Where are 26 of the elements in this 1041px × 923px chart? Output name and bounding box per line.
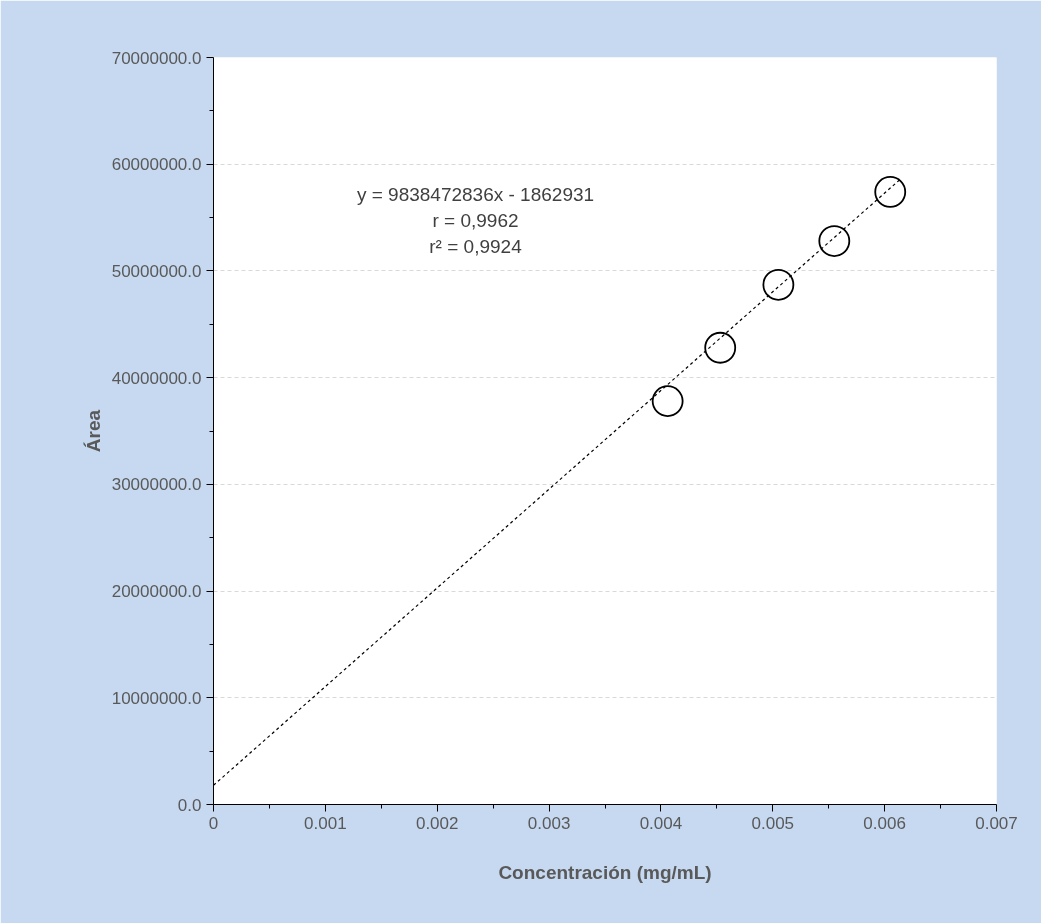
y-axis-title: Área — [82, 409, 104, 453]
x-tick-label: 0.005 — [751, 813, 795, 833]
y-tick-label: 10000000.0 — [111, 688, 202, 708]
x-tick-label: 0 — [208, 813, 219, 833]
x-tick-label: 0.006 — [863, 813, 906, 833]
annotation: r = 0,9962 — [432, 209, 519, 231]
x-tick-label: 0.004 — [639, 813, 683, 833]
x-axis-title: Concentración (mg/mL) — [498, 861, 712, 883]
annotation: y = 9838472836x - 1862931 — [356, 183, 595, 205]
point — [762, 268, 795, 301]
y-tick-label: 50000000.0 — [111, 261, 202, 281]
y-tick-label: 30000000.0 — [111, 475, 202, 495]
x-tick-label: 0.001 — [304, 813, 347, 833]
x-tick-label: 0.007 — [975, 813, 1018, 833]
y-tick-label: 40000000.0 — [111, 368, 202, 388]
y-tick-label: 70000000.0 — [111, 48, 202, 68]
x-tick-label: 0.003 — [527, 813, 571, 833]
point — [874, 176, 907, 208]
point — [651, 385, 684, 417]
point — [818, 225, 851, 257]
y-tick-label: 60000000.0 — [111, 155, 202, 175]
y-tick-label: 0.0 — [177, 795, 202, 815]
x-tick-label: 0.002 — [415, 813, 459, 833]
y-tick-label: 20000000.0 — [111, 582, 202, 602]
point — [704, 331, 737, 364]
annotation: r² = 0,9924 — [429, 235, 523, 257]
